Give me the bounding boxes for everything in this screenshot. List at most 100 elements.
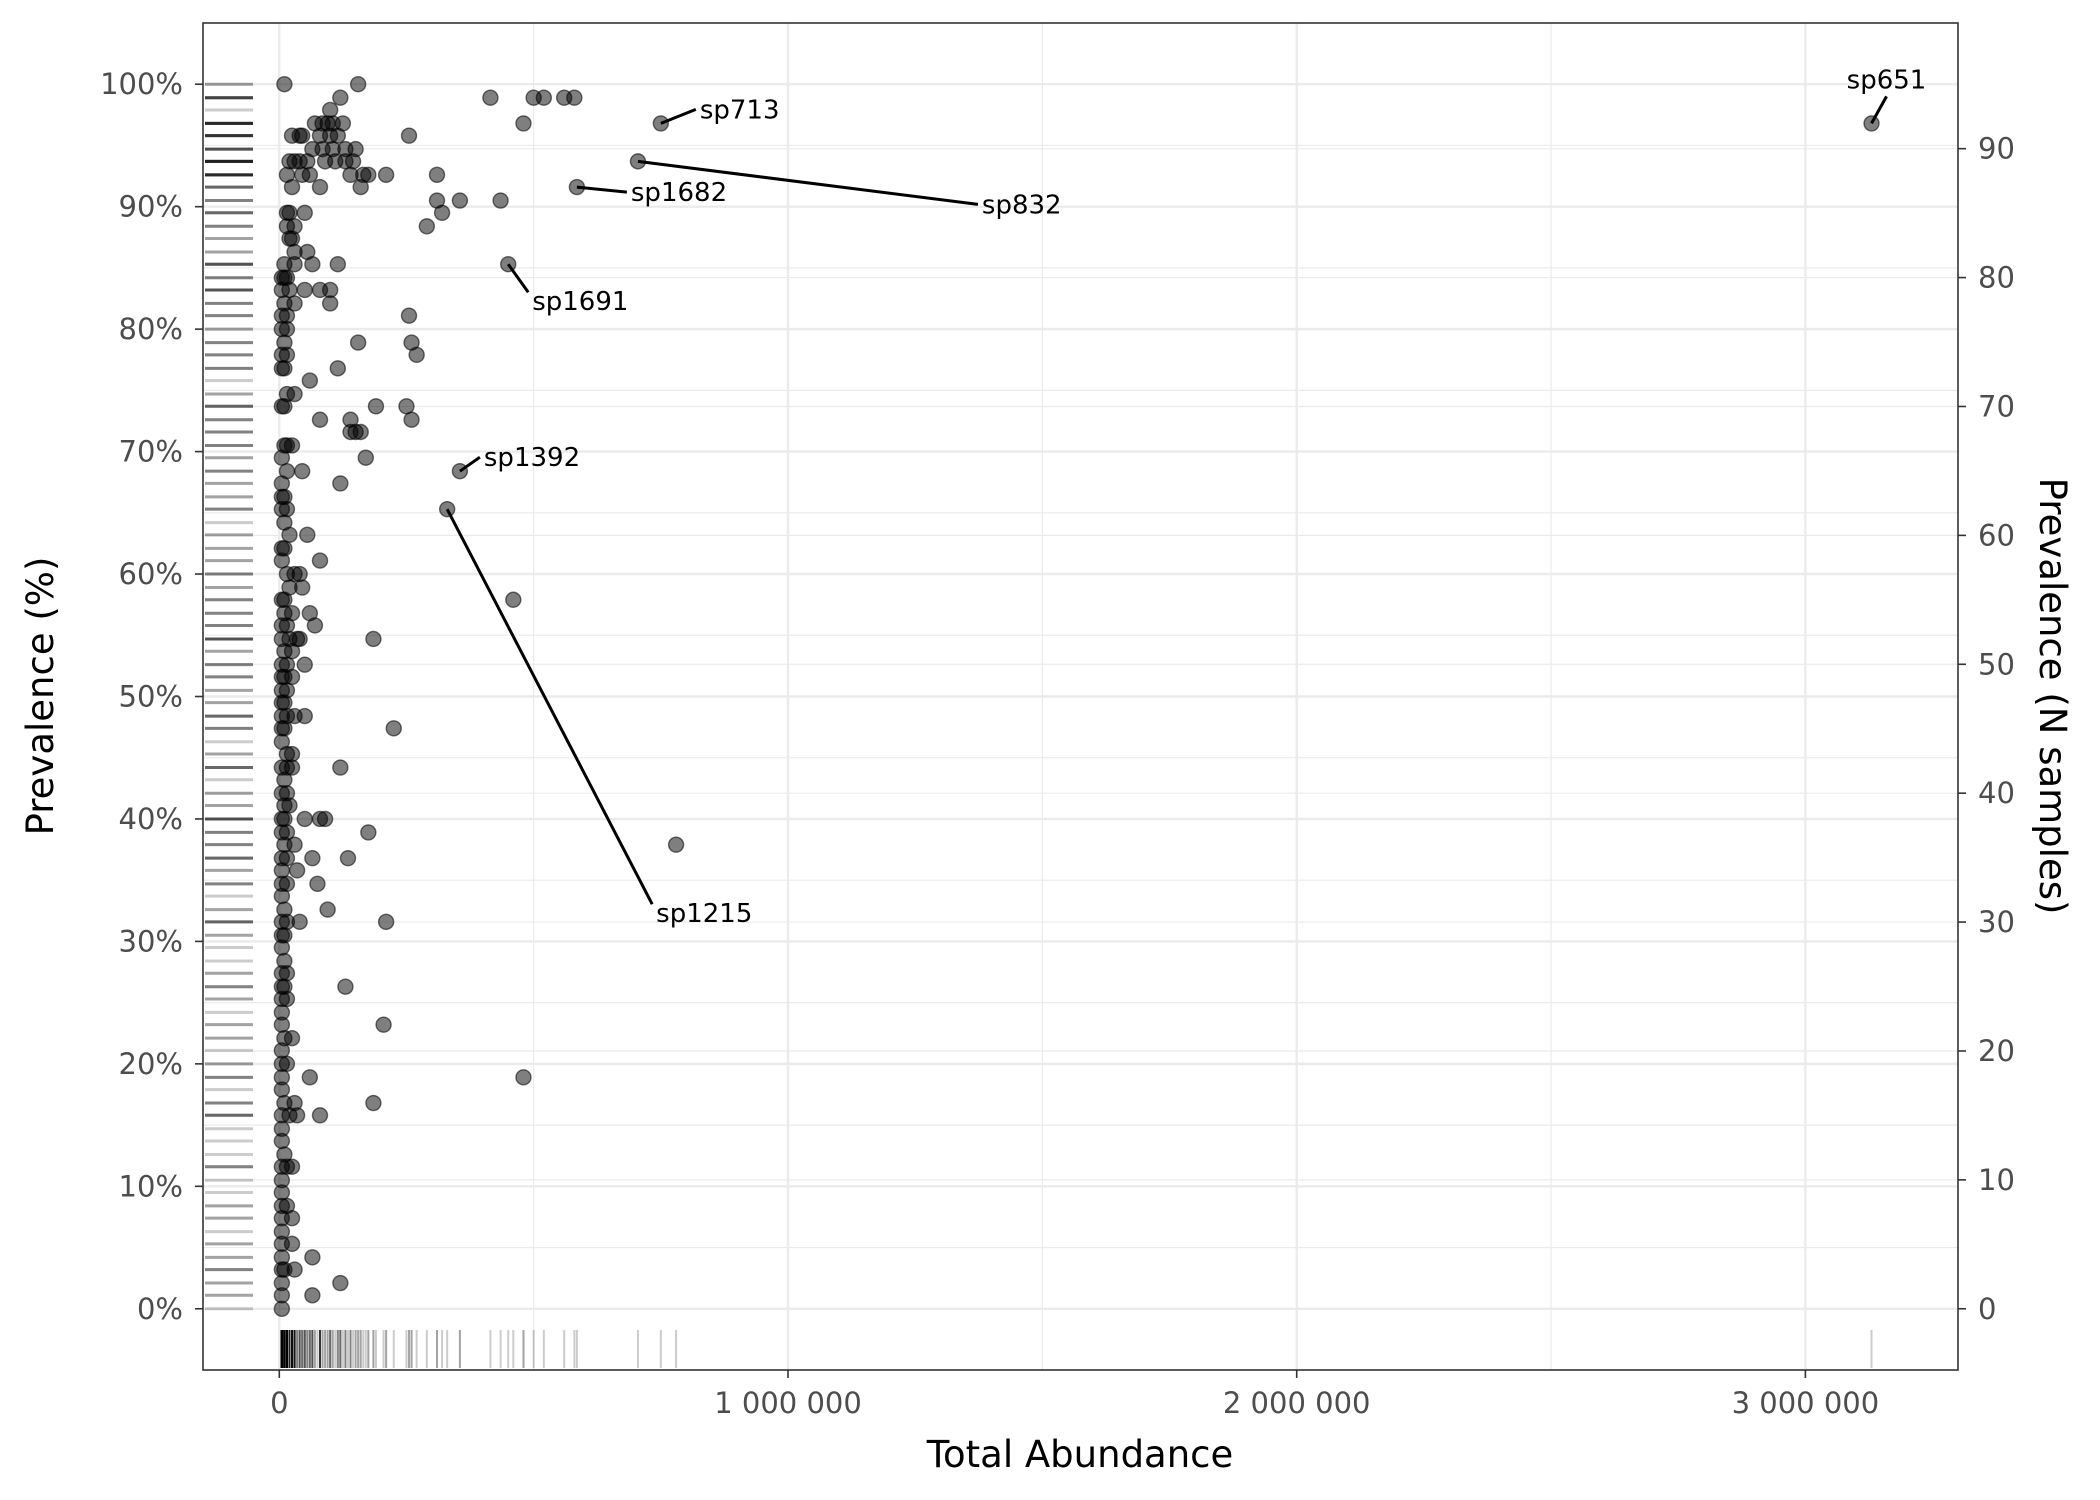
data-point bbox=[311, 411, 329, 428]
data-point bbox=[296, 707, 313, 725]
data-point bbox=[309, 875, 326, 893]
y-tick-label: 10% bbox=[119, 1169, 183, 1203]
data-point bbox=[276, 591, 293, 608]
y-axis-title: Prevalence (%) bbox=[19, 557, 62, 836]
data-point bbox=[667, 836, 685, 853]
data-point bbox=[301, 372, 319, 389]
data-point bbox=[273, 1287, 291, 1304]
data-point bbox=[278, 990, 296, 1008]
point-label-sp832: sp832 bbox=[982, 190, 1062, 220]
data-point bbox=[278, 965, 296, 982]
data-point bbox=[535, 89, 553, 106]
data-point bbox=[400, 307, 418, 324]
y-tick-label: 60% bbox=[119, 557, 183, 591]
data-point bbox=[301, 1069, 319, 1086]
leader-line-sp1682 bbox=[576, 185, 628, 194]
data-point bbox=[276, 771, 293, 788]
grid-minor bbox=[203, 23, 1958, 1370]
data-point bbox=[311, 552, 329, 569]
data-point bbox=[283, 668, 301, 686]
data-point bbox=[304, 849, 321, 867]
data-point bbox=[296, 281, 313, 299]
point-label-sp1691: sp1691 bbox=[532, 287, 628, 317]
data-point bbox=[321, 295, 339, 312]
data-point bbox=[281, 797, 298, 814]
data-point bbox=[276, 694, 293, 711]
point-label-sp651: sp651 bbox=[1847, 65, 1927, 95]
data-point bbox=[273, 449, 291, 466]
data-point bbox=[296, 810, 313, 828]
data-point bbox=[385, 720, 402, 737]
y-right-tick-label: 50 bbox=[1978, 647, 2015, 681]
data-point bbox=[276, 76, 293, 93]
data-point bbox=[344, 153, 362, 170]
data-point bbox=[283, 1235, 301, 1253]
data-point bbox=[306, 617, 324, 634]
data-point bbox=[377, 913, 395, 931]
y-tick-label: 0% bbox=[137, 1292, 183, 1326]
data-point bbox=[433, 204, 451, 222]
x-axis: 0 1 000 000 2 000 000 3 000 000 bbox=[270, 1370, 1879, 1420]
data-point bbox=[349, 334, 367, 351]
y-tick-label: 90% bbox=[119, 190, 183, 224]
y-right-tick-label: 0 bbox=[1978, 1292, 1996, 1326]
data-point bbox=[321, 101, 339, 119]
data-point bbox=[329, 360, 347, 377]
y-tick-label: 70% bbox=[119, 435, 183, 469]
x-tick-label: 1 000 000 bbox=[714, 1386, 862, 1420]
data-point bbox=[515, 1069, 532, 1086]
data-point bbox=[273, 1042, 291, 1059]
data-point bbox=[482, 89, 499, 106]
data-point bbox=[329, 256, 347, 273]
data-point bbox=[403, 411, 420, 428]
data-point bbox=[281, 204, 298, 222]
y-tick-label: 20% bbox=[119, 1047, 183, 1081]
data-point bbox=[492, 192, 509, 209]
data-point bbox=[418, 218, 436, 235]
data-point bbox=[276, 720, 293, 737]
data-point bbox=[451, 192, 469, 209]
data-point bbox=[375, 1016, 392, 1033]
data-point bbox=[377, 166, 395, 184]
data-point bbox=[273, 552, 291, 569]
y-axis-right-title: Prevalence (N samples) bbox=[2031, 478, 2074, 915]
data-point bbox=[360, 824, 377, 841]
point-label-sp1215: sp1215 bbox=[656, 899, 752, 929]
data-point bbox=[332, 1274, 349, 1292]
data-point bbox=[283, 178, 301, 196]
data-point bbox=[311, 1107, 329, 1124]
y-right-tick-label: 40 bbox=[1978, 776, 2015, 810]
y-right-tick-label: 60 bbox=[1978, 518, 2015, 552]
y-right-tick-label: 30 bbox=[1978, 905, 2015, 939]
leader-line-sp1215 bbox=[445, 508, 654, 905]
data-point bbox=[283, 745, 301, 763]
data-point bbox=[304, 1249, 321, 1266]
data-point bbox=[319, 901, 336, 918]
x-axis-title: Total Abundance bbox=[926, 1433, 1234, 1476]
data-point bbox=[278, 617, 296, 634]
data-point bbox=[283, 1029, 301, 1047]
data-point bbox=[321, 281, 339, 299]
x-tick-label: 2 000 000 bbox=[1223, 1386, 1371, 1420]
y-right-tick-label: 90 bbox=[1978, 132, 2015, 166]
points bbox=[273, 76, 1880, 1317]
data-point bbox=[276, 810, 293, 828]
y-axis-left: 0% 10% 20% 30% 40% 50% 60% 70% 80% 90% 100% bbox=[100, 67, 203, 1326]
data-point bbox=[352, 178, 369, 196]
data-point bbox=[273, 1300, 291, 1317]
y-tick-label: 80% bbox=[119, 312, 183, 346]
data-point bbox=[278, 320, 296, 338]
data-point bbox=[286, 256, 303, 273]
data-point bbox=[304, 256, 321, 273]
data-point bbox=[278, 307, 296, 324]
data-point bbox=[629, 153, 647, 170]
point-label-sp1682: sp1682 bbox=[631, 178, 727, 208]
data-point bbox=[398, 398, 415, 415]
data-point bbox=[283, 759, 301, 776]
data-point bbox=[283, 642, 301, 660]
y-tick-label: 50% bbox=[119, 680, 183, 714]
data-point bbox=[299, 153, 316, 170]
x-tick-label: 3 000 000 bbox=[1732, 1386, 1880, 1420]
data-point bbox=[408, 346, 425, 364]
y-tick-label: 40% bbox=[119, 802, 183, 836]
